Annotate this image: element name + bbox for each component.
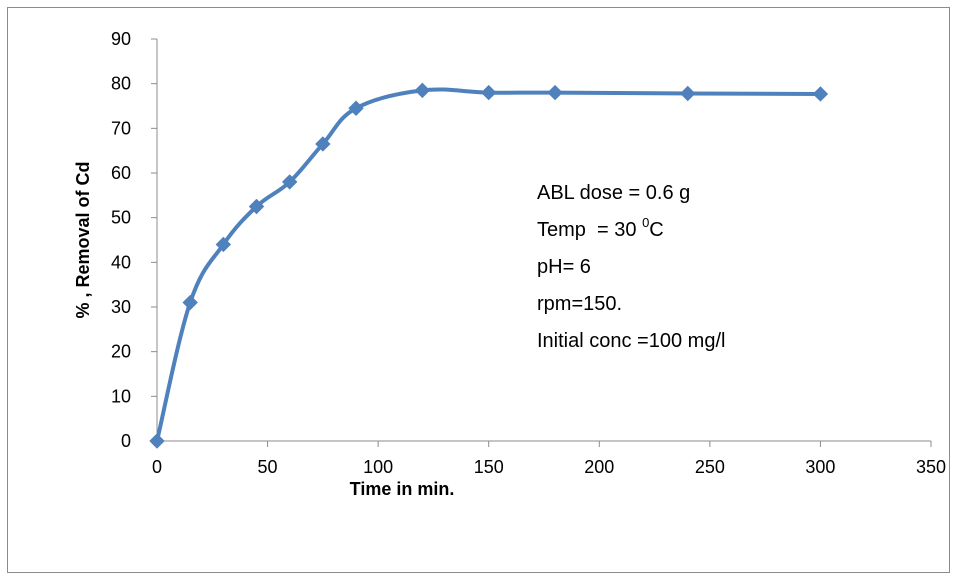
- annotation-temp: Temp = 30 0C: [537, 215, 664, 241]
- y-tick-label: 70: [111, 118, 131, 138]
- x-tick-label: 300: [805, 457, 835, 477]
- y-tick-label: 40: [111, 252, 131, 272]
- annotation-temp-unit: C: [649, 219, 663, 241]
- data-point-marker: [315, 136, 331, 152]
- data-point-marker: [812, 86, 829, 102]
- annotation-initial-conc: Initial conc =100 mg/l: [537, 330, 725, 352]
- x-tick-label: 350: [916, 457, 946, 477]
- annotation-rpm: rpm=150.: [537, 293, 622, 315]
- y-tick-label: 0: [121, 431, 131, 451]
- y-tick-label: 80: [111, 74, 131, 94]
- x-axis-title: Time in min.: [350, 479, 455, 499]
- series-layer: [149, 82, 829, 449]
- data-point-marker: [215, 236, 232, 253]
- x-tick-label: 50: [258, 457, 278, 477]
- y-tick-label: 90: [111, 29, 131, 49]
- data-point-marker: [281, 174, 298, 190]
- annotation-ph: pH= 6: [537, 256, 591, 278]
- data-point-marker: [149, 433, 165, 449]
- x-tick-label: 250: [695, 457, 725, 477]
- x-tick-label: 0: [152, 457, 162, 477]
- data-point-marker: [547, 84, 563, 101]
- data-point-marker: [248, 198, 265, 215]
- y-tick-label: 30: [111, 297, 131, 317]
- axes: [156, 39, 931, 442]
- x-tick-label: 150: [474, 457, 504, 477]
- annotation-dose: ABL dose = 0.6 g: [537, 182, 690, 204]
- annotation-temp-sup: 0: [642, 215, 649, 230]
- x-ticks: 0 50 100 150 200 250 300 350: [152, 441, 946, 477]
- data-point-marker: [414, 82, 431, 99]
- data-point-marker: [680, 85, 696, 102]
- series-line: [155, 87, 823, 443]
- y-tick-label: 50: [111, 208, 131, 228]
- y-ticks: 0 10 20 30 40 50 60 70 80 90: [111, 29, 157, 451]
- chart-frame: [7, 7, 950, 573]
- x-tick-label: 200: [584, 457, 614, 477]
- data-point-marker: [348, 100, 364, 116]
- y-tick-label: 10: [111, 386, 131, 406]
- data-point-marker: [182, 294, 198, 311]
- y-tick-label: 60: [111, 163, 131, 183]
- annotation-temp-prefix: Temp = 30: [537, 219, 642, 241]
- y-tick-label: 20: [111, 342, 131, 362]
- data-point-marker: [481, 84, 497, 101]
- conditions-annotation: ABL dose = 0.6 g Temp = 30 0C pH= 6 rpm=…: [537, 182, 725, 352]
- x-tick-label: 100: [363, 457, 393, 477]
- y-axis-title: % , Removal of Cd: [73, 161, 93, 318]
